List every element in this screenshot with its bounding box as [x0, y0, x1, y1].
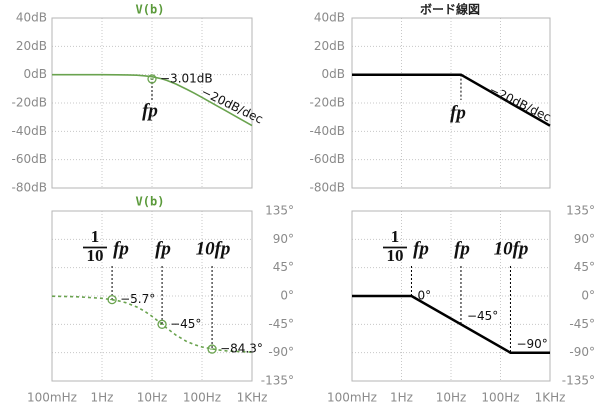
annotation: 10fp — [494, 238, 529, 259]
point-marker — [147, 74, 157, 84]
annotation: 10 — [87, 246, 104, 265]
y-tick-label: 90° — [273, 232, 294, 246]
y-tick-label: 135° — [566, 204, 595, 218]
y-tick-label: -60dB — [12, 152, 47, 166]
annotation: 10 — [387, 246, 404, 265]
y-tick-label: -45° — [569, 317, 595, 331]
point-label: −45° — [467, 309, 498, 323]
panel-title: V(b) — [136, 3, 165, 17]
annotation: fp — [413, 238, 429, 259]
plot-frame — [351, 17, 551, 189]
series-line — [352, 294, 550, 354]
point-label: −5.7° — [120, 292, 155, 306]
y-tick-label: 0° — [581, 289, 595, 303]
y-tick-label: -80dB — [310, 181, 345, 195]
y-tick-label: -20dB — [12, 96, 47, 110]
x-tick-label: 100Hz — [481, 391, 519, 405]
y-tick-label: -45° — [268, 317, 294, 331]
y-tick-label: -20dB — [310, 96, 345, 110]
x-tick-label: 100Hz — [183, 391, 221, 405]
x-tick-label: 1Hz — [91, 391, 114, 405]
y-tick-label: 40dB — [16, 11, 47, 25]
y-tick-label: 20dB — [314, 39, 345, 53]
panel-title: V(b) — [136, 195, 165, 209]
series-line — [51, 295, 253, 353]
point-marker — [157, 319, 167, 329]
point-label: −84.3° — [220, 342, 263, 356]
annotation: 1 — [91, 227, 100, 246]
y-tick-label: -135° — [261, 374, 294, 388]
x-tick-label: 100mHz — [327, 391, 377, 405]
annotation: fp — [450, 102, 466, 123]
point-label: −45° — [170, 317, 201, 331]
y-tick-label: 0dB — [24, 67, 47, 81]
x-tick-label: 1KHz — [535, 391, 566, 405]
annotation: fp — [454, 238, 470, 259]
y-tick-label: -60dB — [310, 152, 345, 166]
x-tick-label: 1KHz — [237, 391, 268, 405]
x-tick-label: 10Hz — [436, 391, 467, 405]
y-tick-label: -40dB — [310, 124, 345, 138]
point-label: −90° — [516, 337, 547, 351]
annotation: 10fp — [196, 238, 231, 259]
y-tick-label: 45° — [273, 260, 294, 274]
point-marker — [207, 344, 217, 354]
plot-frame — [51, 17, 253, 189]
annotation: fp — [155, 238, 171, 259]
y-tick-label: -135° — [562, 374, 595, 388]
y-tick-label: 90° — [574, 232, 595, 246]
y-tick-label: 45° — [574, 260, 595, 274]
series-line — [52, 73, 253, 127]
y-tick-label: 0dB — [322, 67, 345, 81]
point-marker — [107, 294, 117, 305]
x-tick-label: 10Hz — [137, 391, 168, 405]
y-tick-label: -90° — [268, 345, 294, 359]
annotation: −20dB/dec — [487, 83, 553, 125]
y-tick-label: -40dB — [12, 124, 47, 138]
y-tick-label: 40dB — [314, 11, 345, 25]
panel-title: ボード線図 — [420, 2, 480, 17]
plot-frame — [51, 210, 253, 382]
x-tick-label: 100mHz — [27, 391, 77, 405]
annotation: fp — [113, 238, 129, 259]
annotation: −20dB/dec — [199, 85, 265, 127]
y-tick-label: -80dB — [12, 181, 47, 195]
annotation: 1 — [391, 227, 400, 246]
y-tick-label: 20dB — [16, 39, 47, 53]
y-tick-label: 0° — [280, 289, 294, 303]
x-tick-label: 1Hz — [390, 391, 413, 405]
point-label: 0° — [417, 289, 431, 303]
y-tick-label: 135° — [265, 204, 294, 218]
y-tick-label: -90° — [569, 345, 595, 359]
point-label: −3.01dB — [160, 71, 213, 85]
annotation: fp — [142, 100, 158, 121]
